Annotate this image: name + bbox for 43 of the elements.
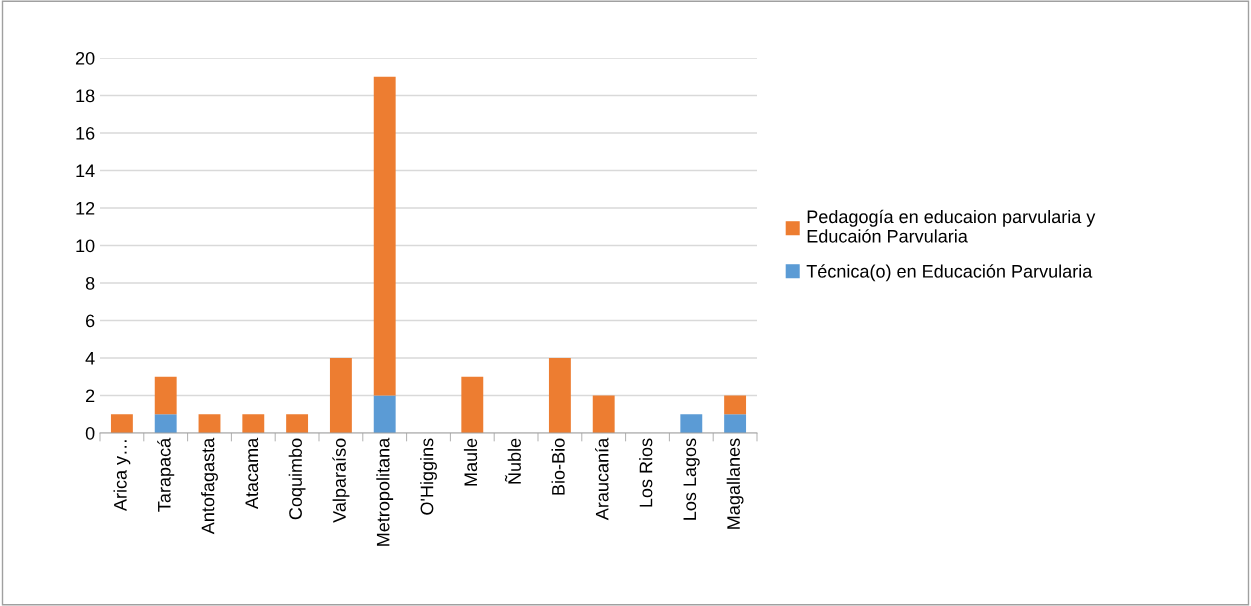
bar bbox=[329, 358, 352, 433]
legend-label: Técnica(o) en Educación Parvularia bbox=[806, 264, 1093, 282]
bar bbox=[548, 358, 571, 433]
bar bbox=[286, 414, 309, 433]
x-tick-label: Los Lagos bbox=[683, 438, 700, 520]
x-tick-label: Atacama bbox=[245, 437, 259, 510]
x-tick-label: Antofagasta bbox=[201, 437, 218, 535]
y-tick-label: 18 bbox=[76, 89, 95, 103]
bar bbox=[110, 414, 133, 433]
bar bbox=[461, 376, 484, 433]
legend-label: Pedagogía en educaion parvularia y Educaión Parvularia bbox=[807, 209, 1096, 243]
x-tick-label: Arica y… bbox=[113, 440, 131, 512]
y-tick-label: 4 bbox=[85, 352, 95, 365]
bar bbox=[724, 395, 747, 415]
y-tick-label: 8 bbox=[85, 276, 95, 290]
y-tick-label: 16 bbox=[76, 126, 95, 140]
bar bbox=[242, 414, 265, 433]
y-tick-label: 0 bbox=[85, 426, 95, 440]
x-tick-label: Maule bbox=[463, 438, 478, 486]
x-tick-label: Tarapacá bbox=[157, 437, 175, 512]
bar bbox=[154, 376, 177, 415]
x-tick-label: O'Higgins bbox=[420, 438, 437, 515]
bar bbox=[373, 395, 396, 433]
x-tick-label: Los Rios bbox=[639, 438, 653, 507]
bar bbox=[198, 414, 221, 433]
bar bbox=[373, 76, 396, 396]
x-tick-label: Ñuble bbox=[504, 438, 521, 484]
x-tick-label: Bio-Bio bbox=[551, 438, 565, 495]
bar bbox=[154, 414, 177, 433]
x-tick-label: Valparaíso bbox=[332, 438, 350, 523]
y-tick-label: 10 bbox=[76, 239, 95, 253]
y-tick-label: 20 bbox=[75, 51, 95, 65]
x-tick-label: Magallanes bbox=[726, 438, 744, 529]
bar bbox=[724, 414, 747, 433]
y-tick-label: 14 bbox=[76, 164, 95, 178]
bar bbox=[680, 414, 703, 433]
y-tick-label: 6 bbox=[86, 314, 95, 328]
x-tick-label: Metropolitana bbox=[376, 437, 394, 546]
y-tick-label: 12 bbox=[76, 201, 95, 215]
bar bbox=[592, 395, 615, 433]
y-tick-label: 2 bbox=[86, 389, 95, 403]
x-tick-label: Araucanía bbox=[595, 437, 609, 521]
x-tick-label: Coquimbo bbox=[288, 438, 306, 520]
